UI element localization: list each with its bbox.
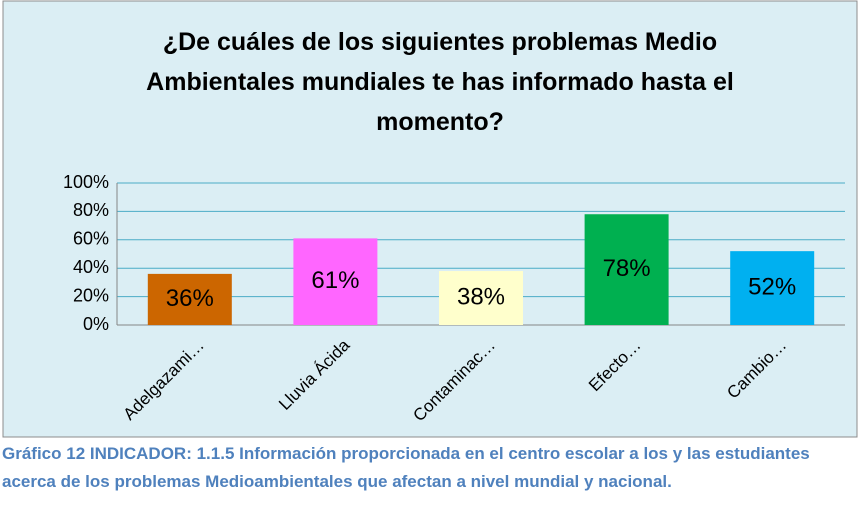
- value-label: 52%: [748, 273, 796, 300]
- bar: [147, 273, 232, 325]
- value-label: 38%: [457, 283, 505, 310]
- y-tick-label: 0%: [83, 314, 109, 334]
- y-tick-label: 40%: [73, 257, 109, 277]
- chart: 0%20%40%60%80%100%Adelgazami…36%Lluvia Á…: [2, 0, 858, 438]
- chart-title: ¿De cuáles de los siguientes problemas M…: [146, 28, 734, 136]
- y-tick-label: 100%: [63, 172, 109, 192]
- bar: [293, 238, 378, 325]
- value-label: 36%: [166, 285, 214, 312]
- y-tick-label: 60%: [73, 229, 109, 249]
- value-label: 78%: [603, 255, 651, 282]
- bar: [439, 271, 523, 325]
- y-tick-label: 80%: [73, 200, 109, 220]
- value-label: 61%: [311, 267, 359, 294]
- chart-area: [2, 0, 858, 438]
- bar: [730, 251, 815, 325]
- bar: [584, 214, 669, 325]
- y-tick-label: 20%: [73, 285, 109, 305]
- caption: Gráfico 12 INDICADOR: 1.1.5 Información …: [2, 440, 852, 496]
